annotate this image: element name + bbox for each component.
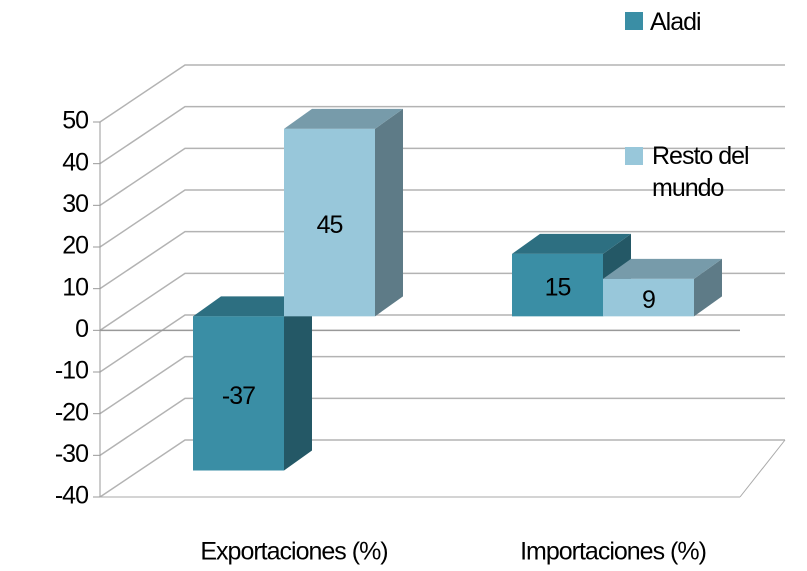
bar (284, 128, 375, 317)
y-tick-label: 40 (62, 148, 88, 176)
grid-line (99, 147, 785, 206)
x-tick-label: Importaciones (%) (520, 538, 706, 566)
y-tick-label: 10 (62, 273, 88, 301)
y-tick-label: 20 (62, 232, 88, 260)
legend-swatch (625, 12, 643, 30)
y-tick-label: 30 (62, 190, 88, 218)
grid-line (99, 64, 785, 123)
grid-line (99, 397, 785, 456)
bar (512, 253, 603, 317)
bar-top (603, 258, 722, 279)
bar-top (284, 108, 403, 129)
y-tick-label: 0 (75, 315, 88, 343)
y-tick-label: -40 (55, 482, 88, 510)
bar-top (193, 296, 312, 317)
bar (603, 278, 694, 317)
grid-line (99, 355, 785, 415)
data-label: -37 (222, 382, 255, 410)
x-tick-label: Exportaciones (%) (200, 538, 387, 566)
grid-line (99, 105, 785, 165)
data-label: 9 (642, 286, 655, 314)
bar-side (694, 258, 722, 317)
grid-line (99, 439, 785, 498)
bar (193, 316, 284, 471)
legend-swatch (625, 147, 643, 165)
bar-side (375, 108, 403, 317)
grid-line (99, 189, 785, 248)
bar-top (512, 233, 631, 254)
legend-label: Aladi (650, 8, 702, 36)
floor-right (739, 439, 786, 498)
y-tick-label: -30 (55, 440, 88, 468)
y-tick-label: -20 (55, 398, 88, 426)
data-label: 15 (545, 274, 571, 302)
y-tick-label: -10 (55, 357, 88, 385)
legend-label: Resto del mundo (652, 142, 750, 202)
y-tick-label: 50 (62, 107, 88, 135)
bar-side (284, 296, 312, 471)
data-label: 45 (317, 211, 343, 239)
grid-line (99, 230, 785, 290)
